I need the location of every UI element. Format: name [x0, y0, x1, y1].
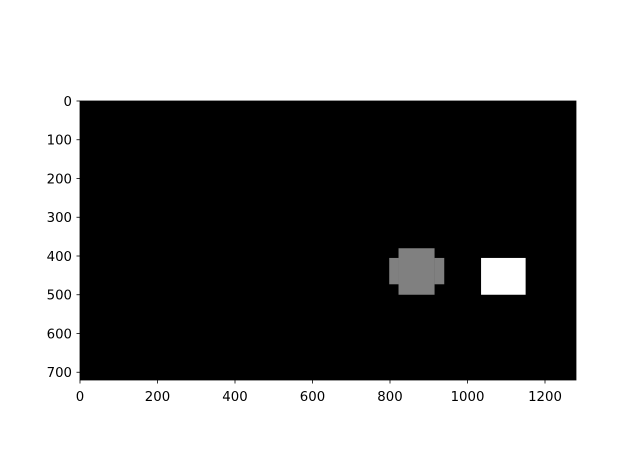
white-rectangle [481, 258, 526, 295]
y-tick-label: 400 [47, 250, 72, 265]
plot-area [80, 101, 576, 380]
y-tick-label: 0 [64, 95, 72, 110]
y-tick-label: 700 [47, 366, 72, 381]
x-tick-label: 400 [222, 390, 247, 405]
y-tick-label: 200 [47, 172, 72, 187]
x-tick-label: 800 [377, 390, 402, 405]
x-tick-label: 1200 [528, 390, 562, 405]
y-tick-label: 300 [47, 211, 72, 226]
x-tick-label: 200 [145, 390, 170, 405]
y-tick-label: 600 [47, 327, 72, 342]
gray-blob-core [399, 248, 435, 295]
gray-blob-left [389, 258, 398, 284]
x-tick-label: 0 [76, 390, 84, 405]
x-tick-label: 1000 [451, 390, 485, 405]
x-tick-label: 600 [300, 390, 325, 405]
gray-blob-right [435, 258, 445, 284]
y-tick-label: 100 [47, 134, 72, 149]
y-tick-label: 500 [47, 289, 72, 304]
image-background [80, 101, 576, 380]
